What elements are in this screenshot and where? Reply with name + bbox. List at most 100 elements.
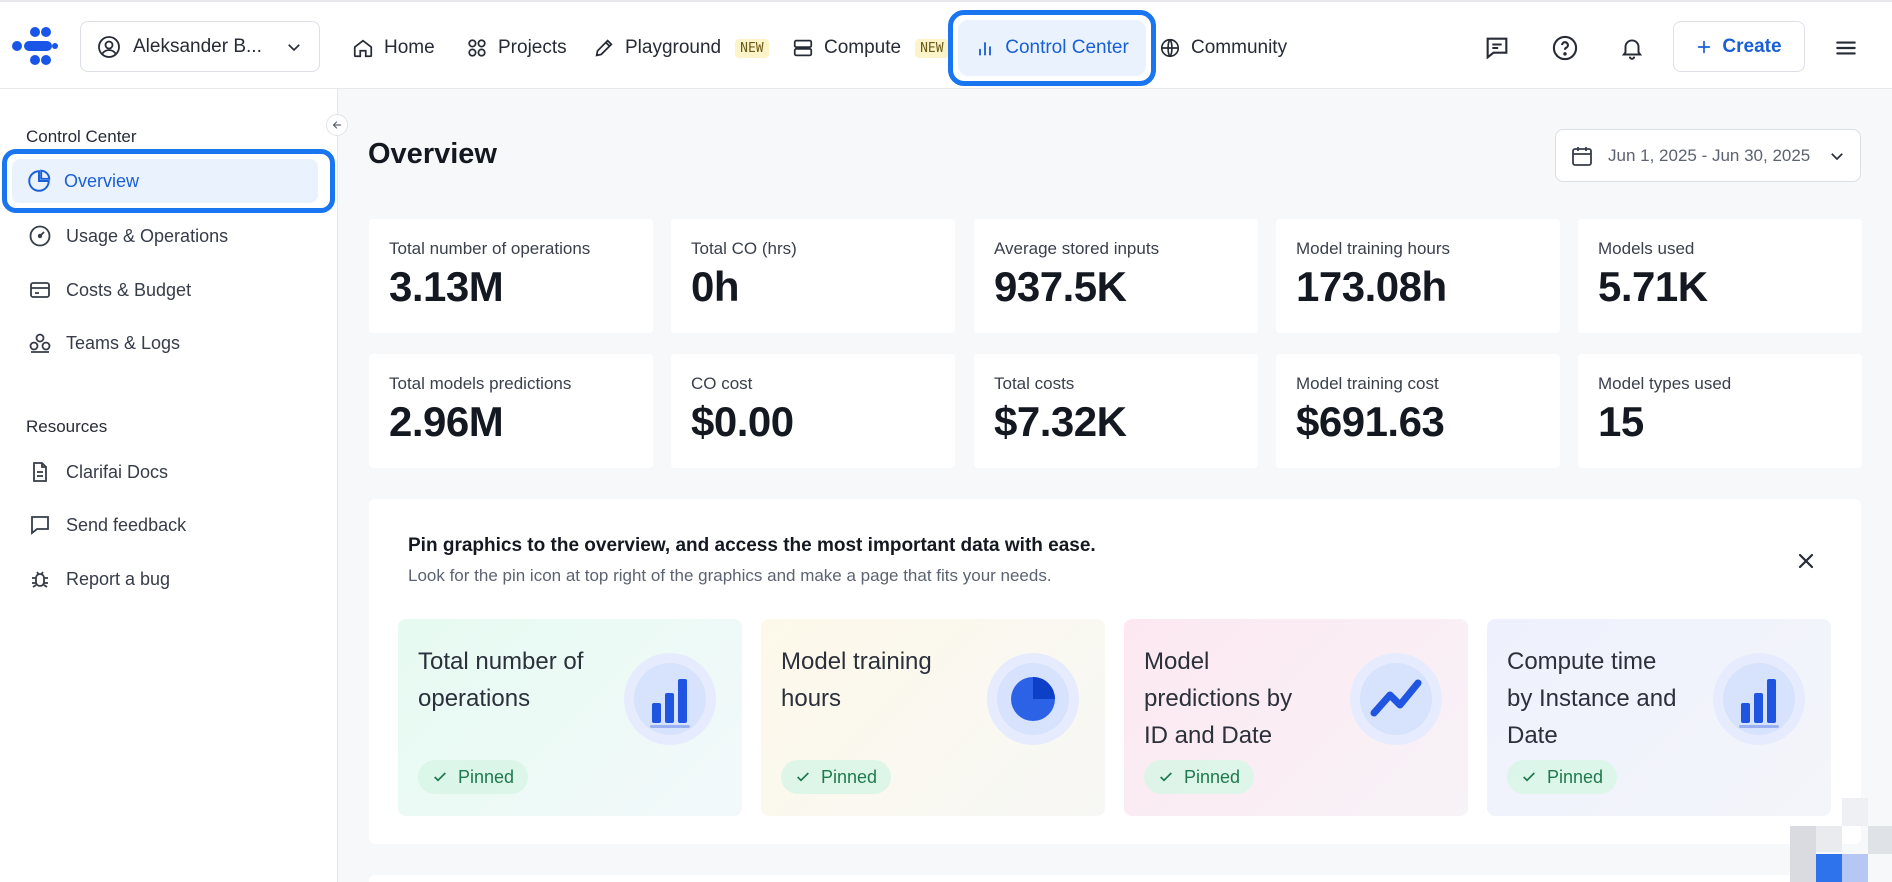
check-icon — [1160, 772, 1172, 782]
chat-icon — [1486, 37, 1508, 60]
stat-label: Total costs — [994, 374, 1075, 393]
pie-chart-icon — [987, 653, 1079, 745]
sidebar-item-label: Clarifai Docs — [66, 461, 169, 482]
graphic-card-compute-time[interactable]: Compute time by Instance and Date Pinned — [1487, 619, 1831, 816]
stat-value: 937.5K — [994, 263, 1127, 310]
stat-label: Total CO (hrs) — [691, 239, 797, 258]
graphic-card-model-predictions[interactable]: Model predictions by ID and Date Pinned — [1124, 619, 1468, 816]
stat-card-model-types-used: Model types used 15 — [1578, 354, 1862, 468]
bell-icon — [1621, 39, 1643, 60]
stat-label: Total number of operations — [389, 239, 591, 258]
graphic-card-title: Compute time by Instance and Date — [1507, 648, 1677, 749]
pinned-badge: Pinned — [1507, 760, 1618, 794]
sidebar-item-teams-logs[interactable]: Teams & Logs — [28, 328, 180, 358]
sidebar-item-label: Usage & Operations — [66, 225, 229, 246]
sidebar-item-usage-operations[interactable]: Usage & Operations — [28, 221, 228, 251]
bug-icon — [32, 571, 48, 588]
pencil-icon — [595, 39, 613, 57]
nav-community-label: Community — [1191, 37, 1288, 58]
stat-value: 173.08h — [1296, 263, 1447, 310]
create-button[interactable]: Create — [1673, 21, 1805, 72]
close-icon[interactable] — [1794, 549, 1818, 573]
calendar-icon — [1572, 146, 1592, 166]
banner-subtitle: Look for the pin icon at top right of th… — [408, 566, 1052, 585]
stat-value: 2.96M — [389, 398, 504, 445]
user-name: Aleksander B... — [133, 35, 262, 57]
help-icon — [1552, 35, 1578, 61]
create-label: Create — [1722, 35, 1782, 57]
check-icon — [1523, 772, 1535, 782]
sidebar-item-send-feedback[interactable]: Send feedback — [28, 510, 186, 540]
graphic-card-title: Model training hours — [781, 648, 932, 712]
plus-icon — [1698, 40, 1711, 53]
banner-title: Pin graphics to the overview, and access… — [408, 535, 1096, 556]
grid-icon — [468, 39, 486, 57]
chevron-down-icon — [1831, 152, 1843, 160]
nav-control-center[interactable]: Control Center — [958, 20, 1146, 76]
stat-value: 15 — [1598, 398, 1644, 445]
nav-home-label: Home — [384, 37, 435, 58]
nav-community[interactable]: Community — [1159, 26, 1287, 70]
nav-home[interactable]: Home — [352, 26, 435, 70]
chevron-down-icon — [288, 43, 300, 51]
stat-card-co-cost: CO cost $0.00 — [671, 354, 955, 468]
date-range-picker[interactable]: Jun 1, 2025 - Jun 30, 2025 — [1555, 129, 1861, 182]
document-icon — [33, 462, 47, 482]
stat-label: Model training cost — [1296, 374, 1439, 393]
stat-card-total-model-predictions: Total models predictions 2.96M — [369, 354, 653, 468]
clarifai-logo[interactable] — [12, 25, 58, 67]
graphic-card-title: Total number of operations — [418, 648, 584, 712]
sidebar-item-report-bug[interactable]: Report a bug — [28, 564, 170, 594]
sidebar-item-costs-budget[interactable]: Costs & Budget — [28, 275, 191, 305]
stat-card-model-training-hours: Model training hours 173.08h — [1276, 219, 1560, 333]
stat-card-total-costs: Total costs $7.32K — [974, 354, 1258, 468]
check-icon — [434, 772, 446, 782]
stat-label: Model types used — [1598, 374, 1732, 393]
nav-playground-label: Playground — [625, 37, 722, 58]
stat-label: Total models predictions — [389, 374, 572, 393]
sidebar: Control Center Overview Usage & Operatio… — [0, 89, 338, 882]
sidebar-item-label: Teams & Logs — [66, 332, 181, 353]
check-icon — [797, 772, 809, 782]
stat-card-average-stored-inputs: Average stored inputs 937.5K — [974, 219, 1258, 333]
new-badge: NEW — [735, 38, 769, 58]
help-button[interactable] — [1549, 32, 1581, 64]
stat-card-models-used: Models used 5.71K — [1578, 219, 1862, 333]
stat-card-total-co: Total CO (hrs) 0h — [671, 219, 955, 333]
sidebar-item-label: Send feedback — [66, 514, 187, 535]
collapse-sidebar-button[interactable] — [326, 114, 348, 136]
pinned-badge: Pinned — [1144, 760, 1255, 794]
date-range-value: Jun 1, 2025 - Jun 30, 2025 — [1608, 145, 1811, 165]
stat-card-model-training-cost: Model training cost $691.63 — [1276, 354, 1560, 468]
sidebar-item-overview[interactable]: Overview — [12, 159, 318, 203]
stat-value: $0.00 — [691, 398, 794, 445]
stat-label: Model training hours — [1296, 239, 1451, 258]
stat-card-total-operations: Total number of operations 3.13M — [369, 219, 653, 333]
chat-button[interactable] — [1481, 32, 1513, 64]
nav-compute[interactable]: Compute NEW — [792, 26, 949, 70]
nav-playground[interactable]: Playground NEW — [593, 26, 769, 70]
sidebar-item-clarifai-docs[interactable]: Clarifai Docs — [28, 457, 168, 487]
globe-icon — [1160, 38, 1180, 58]
sidebar-section-title: Control Center — [26, 127, 137, 146]
sidebar-item-label: Report a bug — [66, 568, 171, 589]
graphic-card-model-training-hours[interactable]: Model training hours Pinned — [761, 619, 1105, 816]
user-org-select[interactable]: Aleksander B... — [80, 21, 320, 72]
nav-projects[interactable]: Projects — [466, 26, 567, 70]
hamburger-menu-icon — [1836, 41, 1856, 55]
stat-label: CO cost — [691, 374, 753, 393]
arrow-left-icon — [332, 121, 342, 129]
stat-value: $691.63 — [1296, 398, 1445, 445]
home-icon — [353, 39, 373, 58]
notifications-button[interactable] — [1616, 32, 1648, 64]
graphic-card-total-operations[interactable]: Total number of operations Pinned — [398, 619, 742, 816]
menu-button[interactable] — [1830, 32, 1862, 64]
sidebar-item-label: Costs & Budget — [66, 279, 192, 300]
pinned-badge: Pinned — [781, 760, 892, 794]
line-chart-icon — [1350, 653, 1442, 745]
pinned-label: Pinned — [1547, 766, 1604, 787]
stat-value: $7.32K — [994, 398, 1127, 445]
graphic-card-title: Model predictions by ID and Date — [1144, 648, 1293, 749]
stat-value: 3.13M — [389, 263, 504, 310]
highlight-outline — [948, 10, 1156, 86]
